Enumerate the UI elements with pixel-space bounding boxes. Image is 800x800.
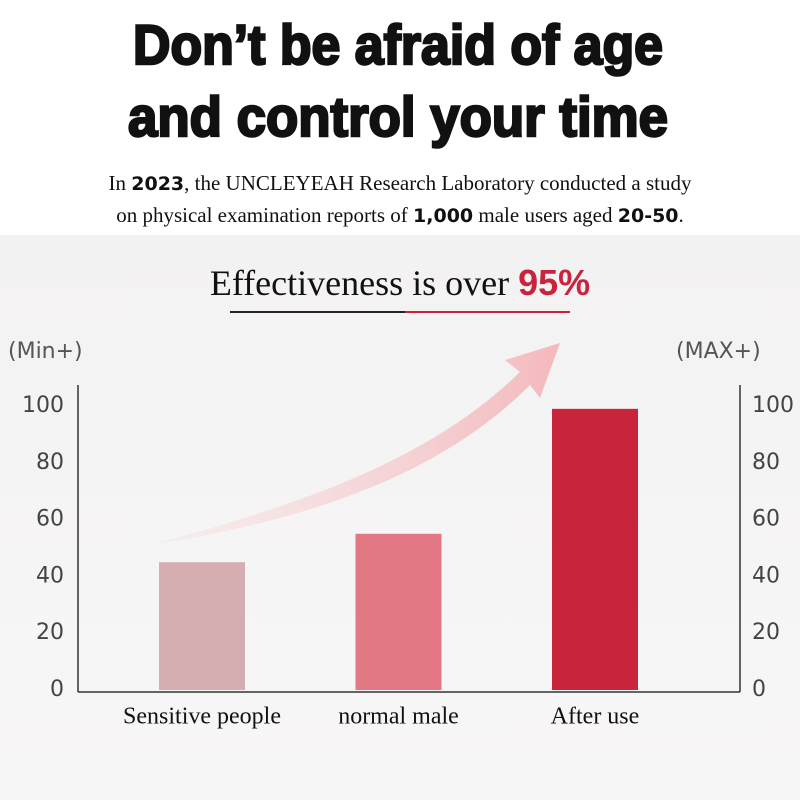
title-line: and control your time xyxy=(128,85,668,148)
x-tick-label: normal male xyxy=(338,704,459,730)
x-tick-label: Sensitive people xyxy=(123,704,281,730)
y2-axis-label: (MAX+) xyxy=(676,339,761,364)
headline: Effectiveness is over 95% xyxy=(210,262,590,303)
y2-tick-label: 0 xyxy=(752,677,766,702)
y-tick-label: 60 xyxy=(36,507,64,532)
headline-highlight: 95% xyxy=(518,262,590,303)
y-tick-label: 20 xyxy=(36,620,64,645)
y-tick-label: 0 xyxy=(50,677,64,702)
y2-tick-label: 60 xyxy=(752,507,780,532)
y-tick-label: 80 xyxy=(36,450,64,475)
y2-tick-label: 40 xyxy=(752,563,780,588)
subtitle-text: . xyxy=(679,203,684,227)
trend-arrow xyxy=(150,343,560,545)
subtitle-text: , the UNCLEYEAH Research Laboratory cond… xyxy=(184,171,692,195)
subtitle-text: In xyxy=(109,171,132,195)
subtitle-text: male users aged xyxy=(473,203,618,227)
y2-tick-label: 20 xyxy=(752,620,780,645)
subtitle-bold: 1,000 xyxy=(413,205,473,227)
subtitle-bold: 2023 xyxy=(131,173,184,195)
y2-tick-label: 100 xyxy=(752,393,794,418)
panel xyxy=(0,235,800,800)
bar xyxy=(552,408,638,690)
y-axis-label: (Min+) xyxy=(8,339,83,364)
subtitle-bold: 20-50 xyxy=(618,205,679,227)
y2-tick-label: 80 xyxy=(752,450,780,475)
y-tick-label: 100 xyxy=(22,393,64,418)
bar xyxy=(159,562,245,690)
subtitle: In 2023, the UNCLEYEAH Research Laborato… xyxy=(109,171,692,195)
x-tick-label: After use xyxy=(551,704,640,730)
bar xyxy=(355,533,442,690)
y-tick-label: 40 xyxy=(36,563,64,588)
subtitle: on physical examination reports of 1,000… xyxy=(116,203,684,227)
title-line: Don’t be afraid of age xyxy=(133,13,663,76)
headline-text: Effectiveness is over xyxy=(210,263,518,303)
subtitle-text: on physical examination reports of xyxy=(116,203,413,227)
